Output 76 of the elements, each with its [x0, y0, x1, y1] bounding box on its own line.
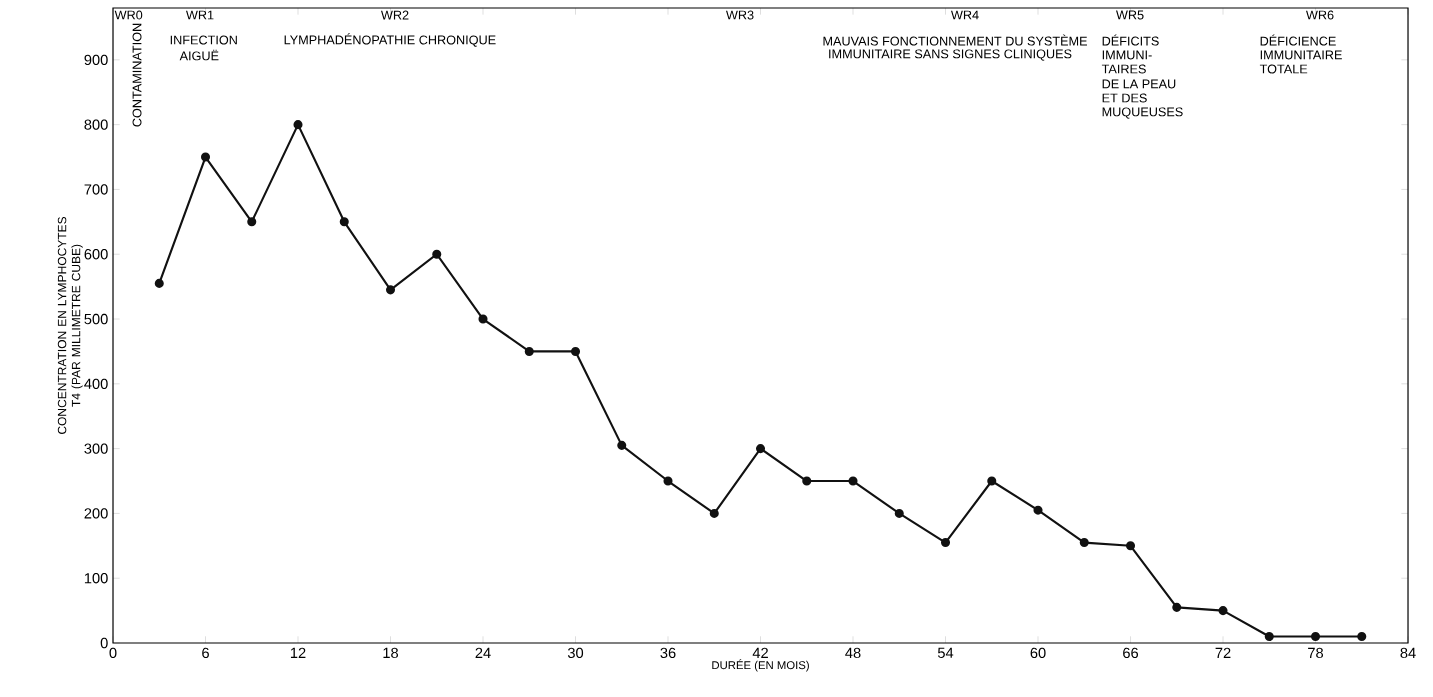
annotation: CONTAMINATION — [132, 23, 142, 127]
point — [1357, 631, 1367, 642]
annotation: IMMUNITAIRE SANS SIGNES CLINIQUES — [829, 49, 1072, 61]
x-tick-label: 36 — [660, 647, 676, 659]
annotation: AIGUË — [179, 49, 219, 61]
annotation: ET DES — [1102, 93, 1147, 103]
x-tick-label: 42 — [752, 647, 768, 658]
y-tick-label: 600 — [84, 249, 108, 260]
annotation: IMMUNI- — [1102, 50, 1152, 60]
point — [339, 217, 349, 227]
x-tick-label: 30 — [567, 647, 584, 659]
point — [894, 508, 904, 518]
point — [200, 152, 211, 162]
point — [1125, 541, 1136, 551]
point — [293, 120, 303, 130]
point — [987, 476, 997, 486]
annotation: WR0 — [114, 10, 143, 20]
point — [154, 278, 164, 288]
point — [755, 444, 766, 454]
point — [617, 440, 627, 450]
y-axis-title: CONCENTRATION EN LYMPHOCYTES T4 (PAR MILLIMETRE CUBE) — [57, 216, 83, 435]
annotation: WR5 — [1116, 10, 1144, 20]
annotation: LYMPHADÉNOPATHIE CHRONIQUE — [284, 33, 496, 47]
point — [940, 538, 951, 548]
point — [1033, 505, 1043, 515]
y-tick-label: 100 — [84, 573, 108, 584]
y-tick-label: 700 — [84, 184, 108, 195]
point — [1079, 538, 1089, 548]
annotation: TOTALE — [1259, 64, 1308, 74]
annotation: MAUVAIS FONCTIONNEMENT DU SYSTÈME — [823, 34, 1087, 46]
point — [663, 476, 673, 486]
y-tick-label: 300 — [84, 443, 108, 454]
point — [802, 476, 812, 486]
annotation: INFECTION — [170, 35, 237, 45]
y-tick-label: 500 — [84, 313, 108, 325]
x-tick-label: 6 — [202, 647, 209, 659]
x-tick-label: 12 — [290, 647, 306, 658]
point — [848, 476, 858, 486]
annotation: WR3 — [726, 10, 754, 20]
annotation: WR4 — [951, 10, 979, 20]
annotation: DE LA PEAU — [1102, 79, 1176, 89]
point — [478, 314, 488, 324]
point — [247, 217, 257, 227]
annotation: WR6 — [1306, 10, 1334, 20]
annotation: TAIRES — [1101, 64, 1146, 74]
annotation: WR1 — [185, 10, 214, 20]
x-tick-label: 78 — [1308, 647, 1324, 659]
y-tick-label: 900 — [84, 54, 108, 66]
x-tick-label: 60 — [1030, 647, 1046, 659]
y-tick-label: 400 — [84, 378, 108, 390]
x-tick-label: 0 — [109, 647, 117, 659]
x-tick-label: 72 — [1215, 647, 1231, 658]
point — [709, 508, 719, 518]
annotation: WR2 — [381, 10, 409, 20]
point — [1310, 631, 1321, 642]
point — [1218, 606, 1228, 616]
y-tick-label: 800 — [84, 119, 108, 130]
x-tick-label: 24 — [475, 647, 491, 658]
annotation: DÉFICIENCE — [1260, 34, 1336, 46]
point — [1172, 602, 1182, 612]
annotation: MUQUEUSES — [1102, 107, 1183, 119]
x-tick-label: 54 — [937, 647, 954, 658]
x-tick-label: 48 — [845, 647, 861, 659]
point — [1264, 631, 1274, 642]
point — [570, 346, 581, 356]
x-tick-label: 18 — [383, 647, 399, 659]
x-axis-title: DURÉE (EN MOIS) — [712, 659, 809, 672]
y-tick-label: 200 — [84, 508, 108, 519]
point — [524, 346, 534, 356]
x-tick-label: 66 — [1123, 647, 1139, 659]
x-tick-label: 84 — [1400, 647, 1416, 659]
y-tick-label: 0 — [100, 637, 108, 649]
point — [385, 285, 396, 295]
annotation: DÉFICITS — [1102, 34, 1159, 46]
annotation: IMMUNITAIRE — [1260, 50, 1342, 60]
point — [432, 249, 442, 259]
